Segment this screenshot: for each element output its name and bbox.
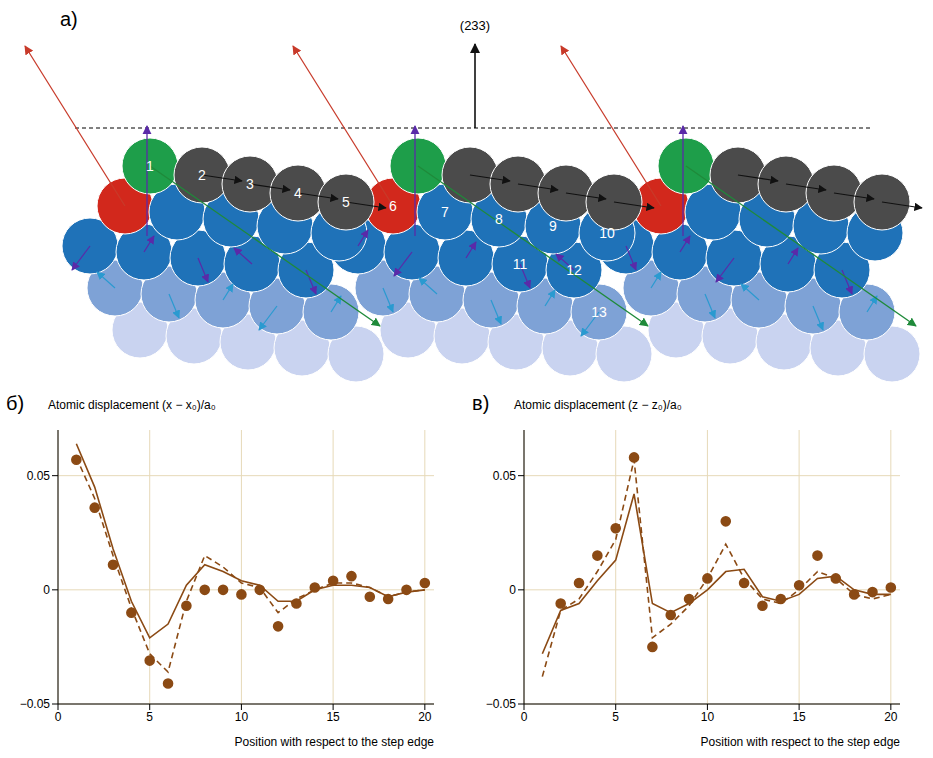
svg-text:13: 13 [591,304,607,320]
html-text:в): в) [472,392,490,414]
svg-text:−0.05: −0.05 [20,697,51,711]
svg-text:10: 10 [701,710,715,724]
svg-text:11: 11 [513,256,528,272]
svg-text:20: 20 [418,710,432,724]
svg-text:−0.05: −0.05 [486,697,517,711]
svg-text:5: 5 [342,194,350,210]
svg-text:1: 1 [146,158,154,174]
svg-text:0: 0 [43,583,50,597]
svg-text:Position with respect to the s: Position with respect to the step edge [701,735,901,749]
svg-text:6: 6 [389,198,397,214]
svg-text:4: 4 [294,185,302,201]
svg-text:0: 0 [521,710,528,724]
svg-text:20: 20 [884,710,898,724]
svg-text:0: 0 [55,710,62,724]
svg-text:12: 12 [566,262,582,278]
svg-text:8: 8 [495,211,503,227]
svg-text:(233): (233) [460,18,490,33]
html-text:Atomic displacement (z − z₀)/a: Atomic displacement (z − z₀)/a₀ [514,398,682,412]
svg-text:15: 15 [326,710,340,724]
svg-text:Position with respect to the s: Position with respect to the step edge [235,735,435,749]
svg-text:2: 2 [198,167,206,183]
svg-text:7: 7 [441,204,449,220]
html-text:Atomic displacement (x − x₀)/a: Atomic displacement (x − x₀)/a₀ [48,398,216,412]
svg-text:10: 10 [235,710,249,724]
svg-text:3: 3 [246,176,254,192]
svg-text:0.05: 0.05 [27,469,51,483]
svg-text:15: 15 [792,710,806,724]
svg-text:9: 9 [549,218,557,234]
html-text:б): б) [6,392,25,414]
svg-text:5: 5 [146,710,153,724]
svg-text:10: 10 [599,225,615,241]
svg-text:0.05: 0.05 [493,469,517,483]
svg-text:0: 0 [509,583,516,597]
svg-text:а): а) [60,8,78,30]
svg-text:5: 5 [612,710,619,724]
